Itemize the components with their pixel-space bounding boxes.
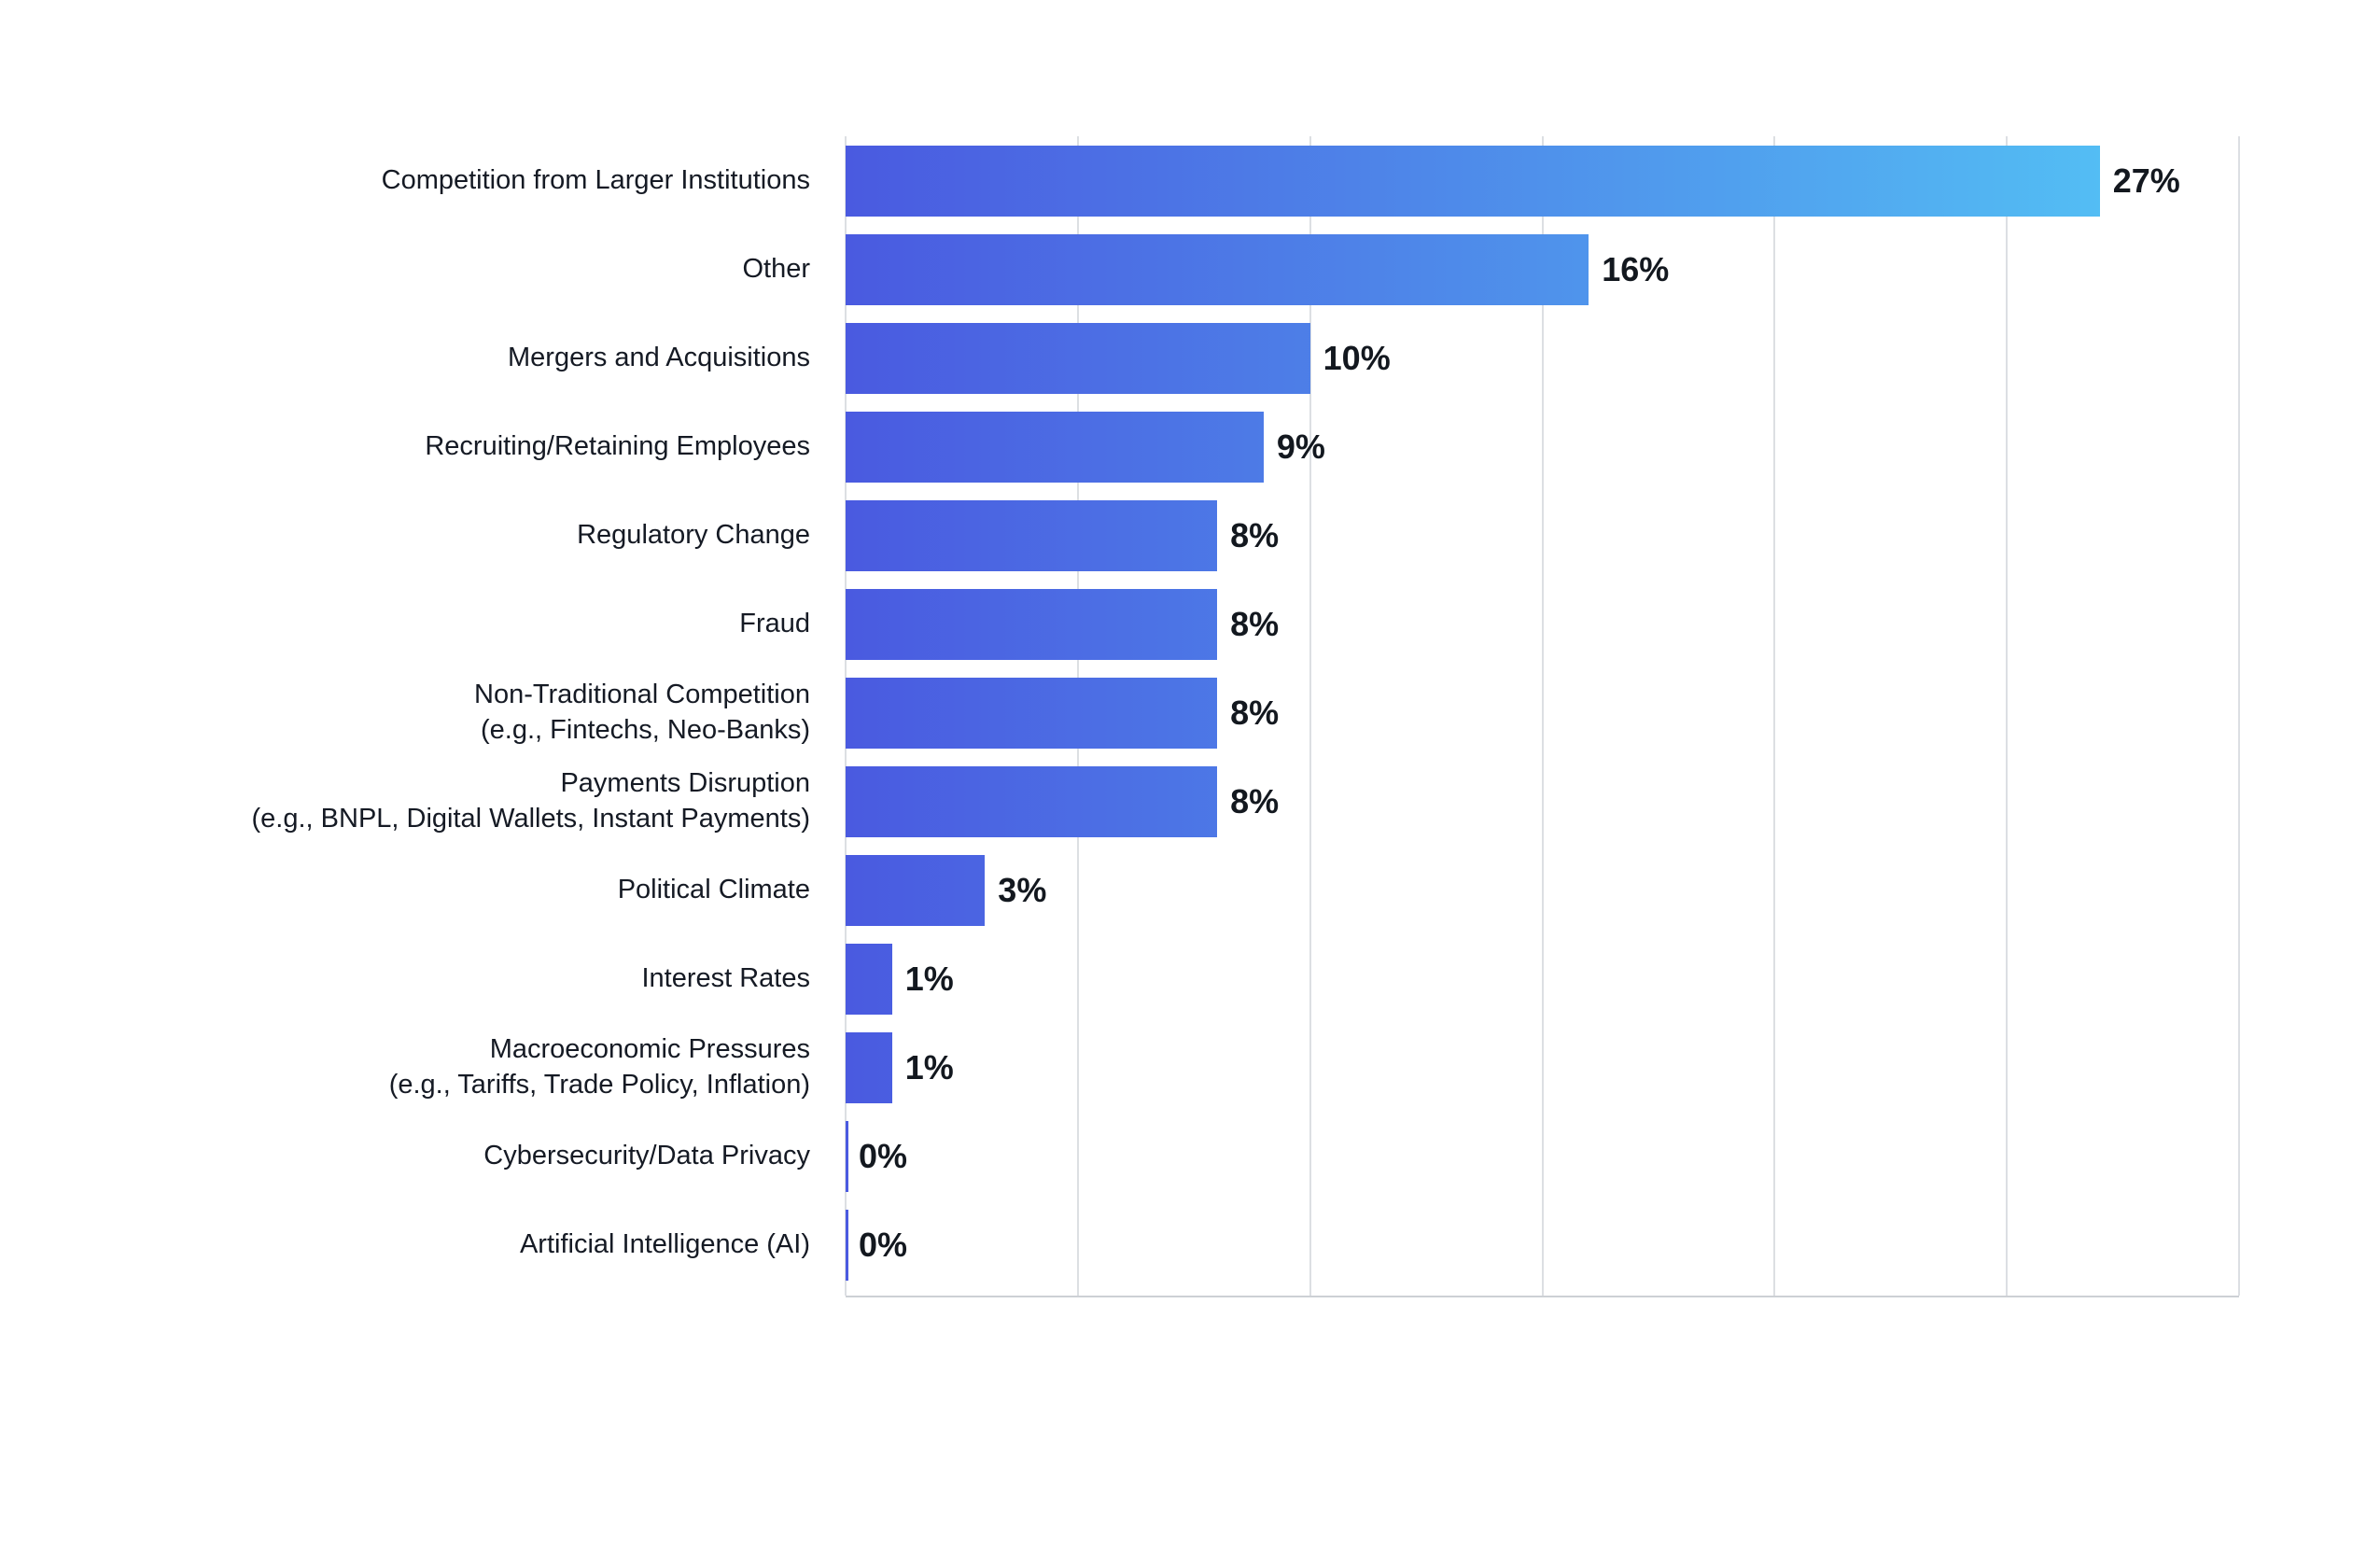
bar[interactable]	[846, 943, 892, 1015]
chart-row: Fraud 8%	[84, 580, 2239, 668]
bar[interactable]	[846, 233, 1589, 305]
value-label: 0%	[859, 1136, 908, 1175]
bar-track: 0%	[846, 1209, 2239, 1281]
category-label: Interest Rates	[641, 962, 810, 993]
value-label: 3%	[998, 870, 1047, 909]
value-label: 1%	[904, 1047, 954, 1086]
value-label: 8%	[1230, 515, 1280, 554]
category-label: Other	[742, 253, 810, 284]
value-label: 0%	[859, 1225, 908, 1264]
value-label: 1%	[904, 959, 954, 998]
category-label: Artificial Intelligence (AI)	[519, 1228, 810, 1259]
category-label: Fraud	[739, 608, 810, 638]
gridline	[1773, 136, 1776, 1296]
chart-row: Political Climate 3%	[84, 846, 2239, 934]
category-label: Recruiting/Retaining Employees	[425, 430, 810, 461]
value-label: 9%	[1276, 427, 1325, 466]
category-label: Regulatory Change	[577, 519, 810, 550]
chart-row: Cybersecurity/Data Privacy 0%	[84, 1112, 2239, 1200]
bar-track: 1%	[846, 1031, 2239, 1103]
chart-row: Macroeconomic Pressures (e.g., Tariffs, …	[84, 1023, 2239, 1112]
category-label: Mergers and Acquisitions	[508, 342, 810, 372]
chart-row: Artificial Intelligence (AI) 0%	[84, 1200, 2239, 1289]
chart-row: Recruiting/Retaining Employees 9%	[84, 402, 2239, 491]
bar[interactable]	[846, 588, 1218, 660]
gridline	[1309, 136, 1311, 1296]
category-label: Political Climate	[617, 874, 810, 904]
category-label: Payments Disruption (e.g., BNPL, Digital…	[251, 767, 810, 834]
bar[interactable]	[846, 1031, 892, 1103]
bar-track: 27%	[846, 145, 2239, 217]
bar-track: 10%	[846, 322, 2239, 394]
bar[interactable]	[846, 322, 1310, 394]
bar-track: 8%	[846, 677, 2239, 749]
gridline	[2006, 136, 2009, 1296]
value-label: 8%	[1230, 781, 1280, 820]
chart-row: Regulatory Change 8%	[84, 491, 2239, 580]
bar[interactable]	[846, 1209, 848, 1281]
bar-track: 8%	[846, 588, 2239, 660]
bar-chart: Competition from Larger Institutions 27% O…	[84, 136, 2240, 1297]
bar-track: 16%	[846, 233, 2239, 305]
plot-area: Competition from Larger Institutions 27% O…	[84, 136, 2240, 1297]
bar[interactable]	[846, 854, 986, 926]
bar-track: 0%	[846, 1120, 2239, 1192]
category-label: Macroeconomic Pressures (e.g., Tariffs, …	[388, 1033, 810, 1100]
chart-row: Mergers and Acquisitions 10%	[84, 314, 2239, 402]
chart-row: Payments Disruption (e.g., BNPL, Digital…	[84, 757, 2239, 846]
bar[interactable]	[846, 765, 1218, 837]
value-label: 10%	[1323, 338, 1391, 377]
category-label: Cybersecurity/Data Privacy	[483, 1140, 810, 1171]
chart-row: Non-Traditional Competition (e.g., Finte…	[84, 668, 2239, 757]
bar[interactable]	[846, 411, 1264, 483]
rows: Competition from Larger Institutions 27% O…	[84, 136, 2239, 1289]
bar-track: 8%	[846, 499, 2239, 571]
gridline	[1541, 136, 1544, 1296]
category-label: Competition from Larger Institutions	[381, 164, 810, 195]
bar[interactable]	[846, 1120, 848, 1192]
bar[interactable]	[846, 677, 1218, 749]
chart-row: Other 16%	[84, 225, 2239, 314]
value-label: 27%	[2112, 161, 2180, 200]
value-label: 16%	[1602, 249, 1670, 288]
bar-track: 9%	[846, 411, 2239, 483]
bar-track: 3%	[846, 854, 2239, 926]
category-label: Non-Traditional Competition (e.g., Finte…	[474, 679, 810, 745]
gridline	[2238, 136, 2240, 1296]
bar-track: 1%	[846, 943, 2239, 1015]
bar-track: 8%	[846, 765, 2239, 837]
chart-row: Interest Rates 1%	[84, 934, 2239, 1023]
value-label: 8%	[1230, 693, 1280, 732]
value-label: 8%	[1230, 604, 1280, 643]
bar[interactable]	[846, 499, 1218, 571]
bar[interactable]	[846, 145, 2100, 217]
chart-row: Competition from Larger Institutions 27%	[84, 136, 2239, 225]
